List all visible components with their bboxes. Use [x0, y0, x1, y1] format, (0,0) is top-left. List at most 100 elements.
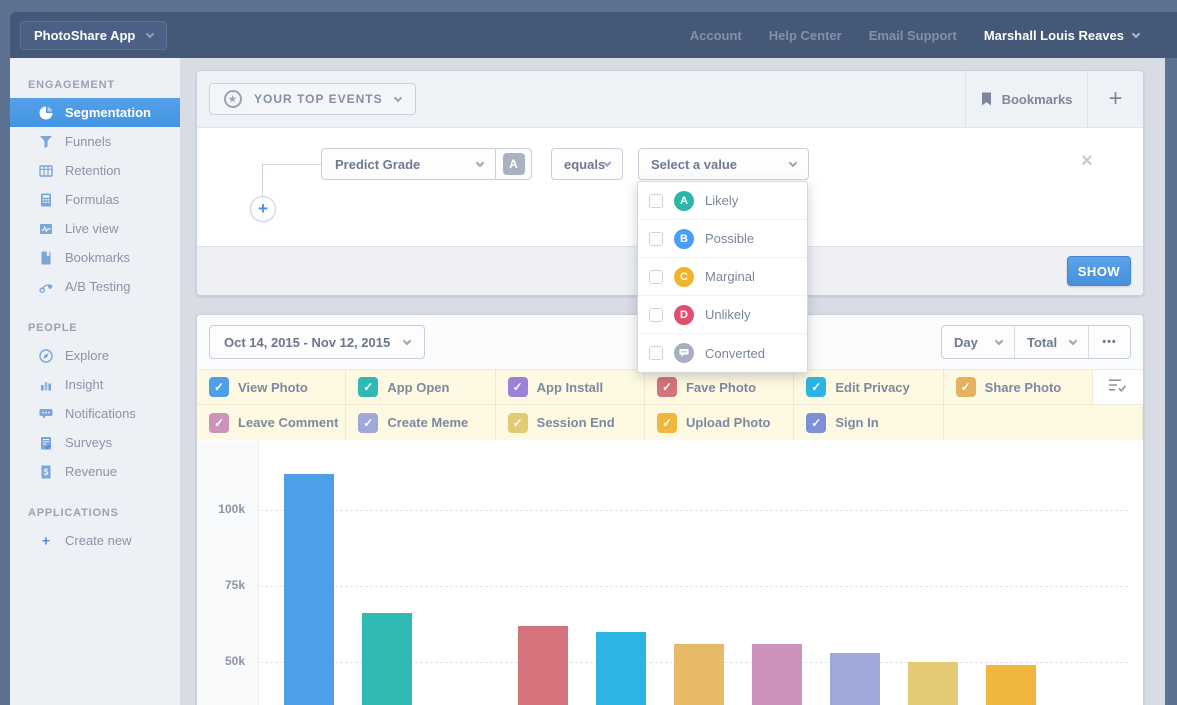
sidebar-item-notifications[interactable]: Notifications: [10, 399, 180, 428]
legend-checkbox[interactable]: ✓: [358, 412, 379, 433]
value-option-likely[interactable]: A Likely: [638, 182, 807, 220]
project-selector[interactable]: PhotoShare App: [20, 20, 168, 50]
ellipsis-icon: •••: [1102, 336, 1117, 348]
value-option-marginal[interactable]: C Marginal: [638, 258, 807, 296]
legend-checkbox[interactable]: ✓: [656, 412, 677, 433]
filter-property-dropdown[interactable]: Predict Grade A: [321, 148, 532, 180]
option-label: Likely: [705, 193, 739, 208]
option-checkbox[interactable]: [649, 307, 663, 322]
sidebar-item-a-b-testing[interactable]: A/B Testing: [10, 272, 180, 301]
close-icon[interactable]: ×: [1081, 150, 1093, 172]
mode-dropdown[interactable]: Total: [1014, 326, 1088, 358]
option-checkbox[interactable]: [649, 231, 663, 246]
property-type-cell[interactable]: A: [495, 149, 531, 179]
time-unit-label: Day: [954, 334, 978, 350]
chevron-down-icon: [146, 29, 155, 38]
filter-header-actions: Bookmarks +: [965, 71, 1143, 127]
time-unit-dropdown[interactable]: Day: [942, 326, 1014, 358]
bar-app-open[interactable]: [362, 613, 412, 705]
date-range-dropdown[interactable]: Oct 14, 2015 - Nov 12, 2015: [209, 325, 426, 359]
bar-edit-privacy[interactable]: [596, 631, 646, 705]
sidebar-item-revenue[interactable]: $ Revenue: [10, 457, 180, 486]
sidebar-item-formulas[interactable]: Formulas: [10, 185, 180, 214]
legend-item-share-photo[interactable]: ✓ Share Photo: [943, 370, 1093, 405]
legend-item-upload-photo[interactable]: ✓ Upload Photo: [645, 405, 795, 440]
add-report-button[interactable]: +: [1087, 71, 1143, 127]
sidebar-item-surveys[interactable]: Surveys: [10, 428, 180, 457]
main-content: ★ YOUR TOP EVENTS Bookmarks +: [180, 58, 1165, 705]
legend-label: Fave Photo: [685, 379, 757, 395]
top-events-dropdown[interactable]: ★ YOUR TOP EVENTS: [209, 83, 416, 115]
user-menu[interactable]: Marshall Louis Reaves: [983, 27, 1141, 43]
nav-link-account[interactable]: Account: [689, 27, 742, 43]
chevron-down-icon: [402, 336, 412, 345]
more-options-button[interactable]: •••: [1088, 326, 1130, 358]
legend-label: Create Meme: [387, 415, 469, 430]
grid-icon: [38, 163, 54, 179]
bookmarks-label: Bookmarks: [1001, 91, 1073, 107]
bar-upload-photo[interactable]: [986, 665, 1036, 705]
value-option-converted[interactable]: Converted: [638, 334, 807, 372]
sidebar-item-label: Live view: [65, 221, 119, 236]
sidebar-item-create-new[interactable]: + Create new: [10, 526, 180, 555]
event-legend: ✓ View Photo ✓ App Open ✓ App Install ✓ …: [197, 370, 1143, 440]
legend-checkbox[interactable]: ✓: [806, 377, 827, 397]
legend-checkbox[interactable]: ✓: [806, 412, 827, 433]
legend-item-fave-photo[interactable]: ✓ Fave Photo: [644, 370, 795, 405]
bookmark-icon: [981, 92, 991, 106]
legend-item-session-end[interactable]: ✓ Session End: [496, 405, 645, 440]
option-checkbox[interactable]: [649, 269, 663, 284]
bar-session-end[interactable]: [908, 662, 958, 705]
option-checkbox[interactable]: [649, 193, 663, 208]
bar-view-photo[interactable]: [284, 473, 334, 705]
legend-checkbox[interactable]: ✓: [209, 412, 229, 433]
sidebar-item-label: Funnels: [65, 134, 112, 149]
legend-item-view-photo[interactable]: ✓ View Photo: [197, 370, 347, 405]
legend-checkbox[interactable]: ✓: [656, 377, 677, 397]
live-chart-icon: [38, 221, 54, 237]
user-name: Marshall Louis Reaves: [983, 27, 1124, 43]
legend-checkbox[interactable]: ✓: [507, 412, 528, 433]
filter-value-dropdown[interactable]: Select a value: [638, 148, 809, 180]
sidebar-item-bookmarks[interactable]: Bookmarks: [10, 243, 180, 272]
legend-item-app-open[interactable]: ✓ App Open: [346, 370, 496, 405]
legend-item-leave-comment[interactable]: ✓ Leave Comment: [197, 405, 347, 440]
value-option-unlikely[interactable]: D Unlikely: [638, 296, 807, 334]
sidebar-item-label: Explore: [65, 348, 110, 363]
nav-link-email-support[interactable]: Email Support: [868, 27, 957, 43]
bar-leave-comment[interactable]: [752, 643, 802, 705]
chevron-down-icon: [1131, 29, 1141, 38]
bar-create-meme[interactable]: [830, 652, 880, 705]
bar-share-photo[interactable]: [674, 643, 724, 705]
value-option-possible[interactable]: B Possible: [638, 220, 807, 258]
legend-item-sign-in[interactable]: ✓ Sign In: [794, 405, 944, 440]
book-icon: [38, 250, 54, 266]
option-checkbox[interactable]: [649, 346, 663, 360]
bookmarks-button[interactable]: Bookmarks: [965, 71, 1087, 127]
sidebar-item-live-view[interactable]: Live view: [10, 214, 180, 243]
sidebar-item-segmentation[interactable]: Segmentation: [10, 98, 180, 127]
legend-select-all-button[interactable]: [1092, 370, 1143, 405]
show-button[interactable]: SHOW: [1067, 256, 1131, 286]
legend-checkbox[interactable]: ✓: [955, 377, 976, 397]
legend-checkbox[interactable]: ✓: [507, 377, 528, 397]
filter-operator-dropdown[interactable]: equals: [551, 148, 623, 180]
project-selector-label: PhotoShare App: [34, 27, 136, 43]
sidebar-item-insight[interactable]: Insight: [10, 370, 180, 399]
legend-item-app-install[interactable]: ✓ App Install: [495, 370, 645, 405]
sidebar-item-retention[interactable]: Retention: [10, 156, 180, 185]
legend-checkbox[interactable]: ✓: [358, 377, 379, 397]
report-card: Oct 14, 2015 - Nov 12, 2015 Day Total ••…: [196, 314, 1144, 705]
legend-label: App Open: [387, 379, 450, 395]
bar-fave-photo[interactable]: [518, 625, 568, 705]
nav-link-help-center[interactable]: Help Center: [768, 27, 842, 43]
legend-checkbox[interactable]: ✓: [209, 377, 229, 397]
legend-item-edit-privacy[interactable]: ✓ Edit Privacy: [794, 370, 944, 405]
sidebar-item-funnels[interactable]: Funnels: [10, 127, 180, 156]
bar-chart-icon: [38, 377, 54, 393]
sidebar-item-explore[interactable]: Explore: [10, 341, 180, 370]
legend-item-create-meme[interactable]: ✓ Create Meme: [346, 405, 496, 440]
filter-connector-horizontal: [262, 164, 321, 165]
add-filter-button[interactable]: +: [250, 196, 276, 222]
date-range-label: Oct 14, 2015 - Nov 12, 2015: [224, 334, 391, 350]
